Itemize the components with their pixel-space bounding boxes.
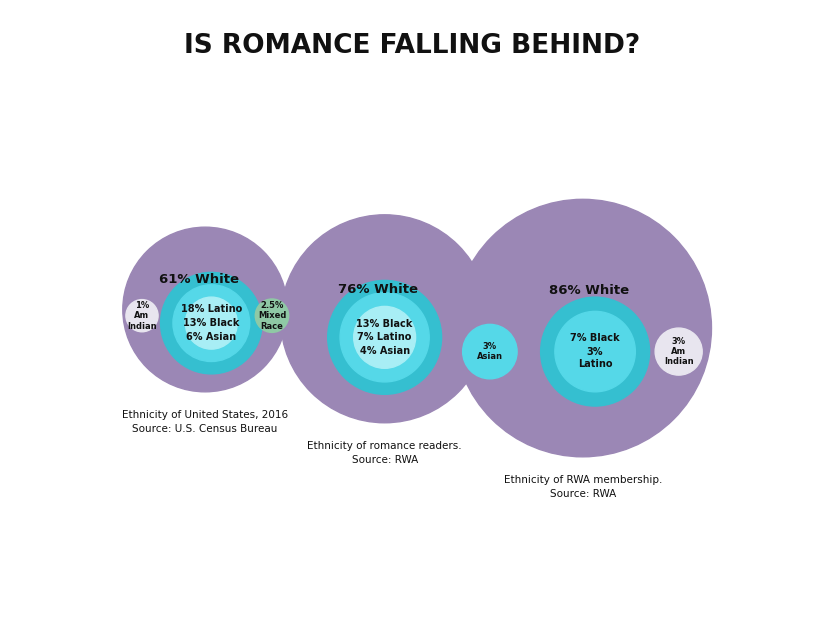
Text: Ethnicity of RWA membership.
Source: RWA: Ethnicity of RWA membership. Source: RWA xyxy=(503,475,662,500)
Text: 76% White: 76% White xyxy=(338,282,418,296)
Circle shape xyxy=(123,227,287,392)
Circle shape xyxy=(555,311,635,392)
Circle shape xyxy=(340,293,429,382)
Text: 1%
Am
Indian: 1% Am Indian xyxy=(127,301,157,331)
Text: 13% Black: 13% Black xyxy=(183,318,239,328)
Text: 7% Latino: 7% Latino xyxy=(357,332,412,342)
Circle shape xyxy=(328,280,441,394)
Circle shape xyxy=(463,324,517,379)
Text: 86% White: 86% White xyxy=(549,284,629,298)
Circle shape xyxy=(126,300,158,332)
Text: 7% Black: 7% Black xyxy=(570,333,620,343)
Circle shape xyxy=(354,306,416,368)
Circle shape xyxy=(255,299,289,332)
Text: 13% Black: 13% Black xyxy=(356,319,412,329)
Circle shape xyxy=(655,328,702,375)
Text: 61% White: 61% White xyxy=(159,273,239,287)
Text: Ethnicity of United States, 2016
Source: U.S. Census Bureau: Ethnicity of United States, 2016 Source:… xyxy=(122,410,288,435)
Text: 2.5%
Mixed
Race: 2.5% Mixed Race xyxy=(257,301,286,331)
Circle shape xyxy=(173,285,250,361)
Circle shape xyxy=(540,297,649,406)
Circle shape xyxy=(186,297,238,349)
Circle shape xyxy=(280,215,488,423)
Text: 4% Asian: 4% Asian xyxy=(360,346,410,356)
Text: 6% Asian: 6% Asian xyxy=(186,332,237,342)
Circle shape xyxy=(454,199,711,457)
Text: 3%
Latino: 3% Latino xyxy=(578,347,612,368)
Text: IS ROMANCE FALLING BEHIND?: IS ROMANCE FALLING BEHIND? xyxy=(184,33,641,59)
Text: 3%
Am
Indian: 3% Am Indian xyxy=(664,337,694,366)
Circle shape xyxy=(161,272,262,374)
Text: Ethnicity of romance readers.
Source: RWA: Ethnicity of romance readers. Source: RW… xyxy=(308,441,462,465)
Text: 18% Latino: 18% Latino xyxy=(181,305,242,314)
Text: 3%
Asian: 3% Asian xyxy=(477,342,503,361)
